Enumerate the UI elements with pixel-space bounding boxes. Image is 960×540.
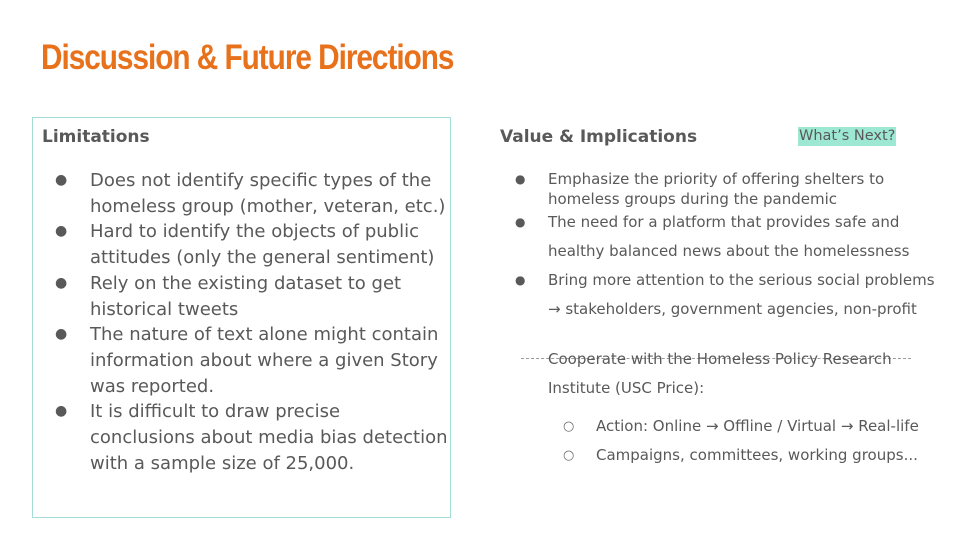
limitations-list: ● Does not identify specific types of the… xyxy=(33,168,448,476)
slide-title: Discussion & Future Directions xyxy=(41,38,454,77)
list-item-text: Hard to identify the objects of public a… xyxy=(90,221,435,269)
bullet-icon: ● xyxy=(55,172,68,188)
list-item: ● Does not identify specific types of the… xyxy=(33,168,448,219)
list-item: ● The nature of text alone might contain … xyxy=(33,322,448,399)
limitations-heading: Limitations xyxy=(42,127,150,147)
limitations-box: Limitations ● Does not identify specific … xyxy=(32,117,451,518)
bullet-icon: ● xyxy=(515,215,526,229)
dashed-divider xyxy=(521,358,911,359)
list-item-text: Bring more attention to the serious soci… xyxy=(548,271,935,318)
bullet-icon: ● xyxy=(55,326,68,343)
list-item-text: The nature of text alone might contain i… xyxy=(90,324,439,397)
bullet-icon: ● xyxy=(515,273,526,287)
sub-bullet-icon: ○ xyxy=(563,448,575,463)
value-list: ● Emphasize the priority of offering shel… xyxy=(500,169,940,209)
bullet-icon: ● xyxy=(55,223,68,240)
list-item: ● The need for a platform that provides s… xyxy=(500,208,940,266)
list-item-text: The need for a platform that provides sa… xyxy=(548,213,910,260)
whats-next-label: What’s Next? xyxy=(798,127,897,146)
list-item-text: Emphasize the priority of offering shelt… xyxy=(548,170,885,208)
value-list-2: ● The need for a platform that provides s… xyxy=(500,208,940,266)
list-item: ● Rely on the existing dataset to get his… xyxy=(33,271,448,322)
sub-bullet-icon: ○ xyxy=(563,419,575,434)
bullet-icon: ● xyxy=(55,274,68,291)
cooperate-text: Cooperate with the Homeless Policy Resea… xyxy=(548,350,892,397)
list-item-text: It is difficult to draw precise conclusi… xyxy=(90,401,448,474)
list-item: ● Hard to identify the objects of public … xyxy=(33,219,448,270)
value-heading: Value & Implications xyxy=(500,127,698,147)
list-item: ● Emphasize the priority of offering shel… xyxy=(500,169,940,209)
list-item-text: Rely on the existing dataset to get hist… xyxy=(90,272,402,320)
list-item: ● It is difficult to draw precise conclus… xyxy=(33,399,448,476)
list-item: ● Bring more attention to the serious soc… xyxy=(500,266,940,324)
value-list-3: ● Bring more attention to the serious soc… xyxy=(500,266,940,324)
sub-list-item: Action: Online → Offline / Virtual → Rea… xyxy=(596,417,919,435)
bullet-icon: ● xyxy=(515,172,526,186)
bullet-icon: ● xyxy=(55,403,68,420)
list-item-text: Does not identify specific types of the … xyxy=(90,170,446,217)
sub-list-item: Campaigns, committees, working groups... xyxy=(596,446,918,464)
